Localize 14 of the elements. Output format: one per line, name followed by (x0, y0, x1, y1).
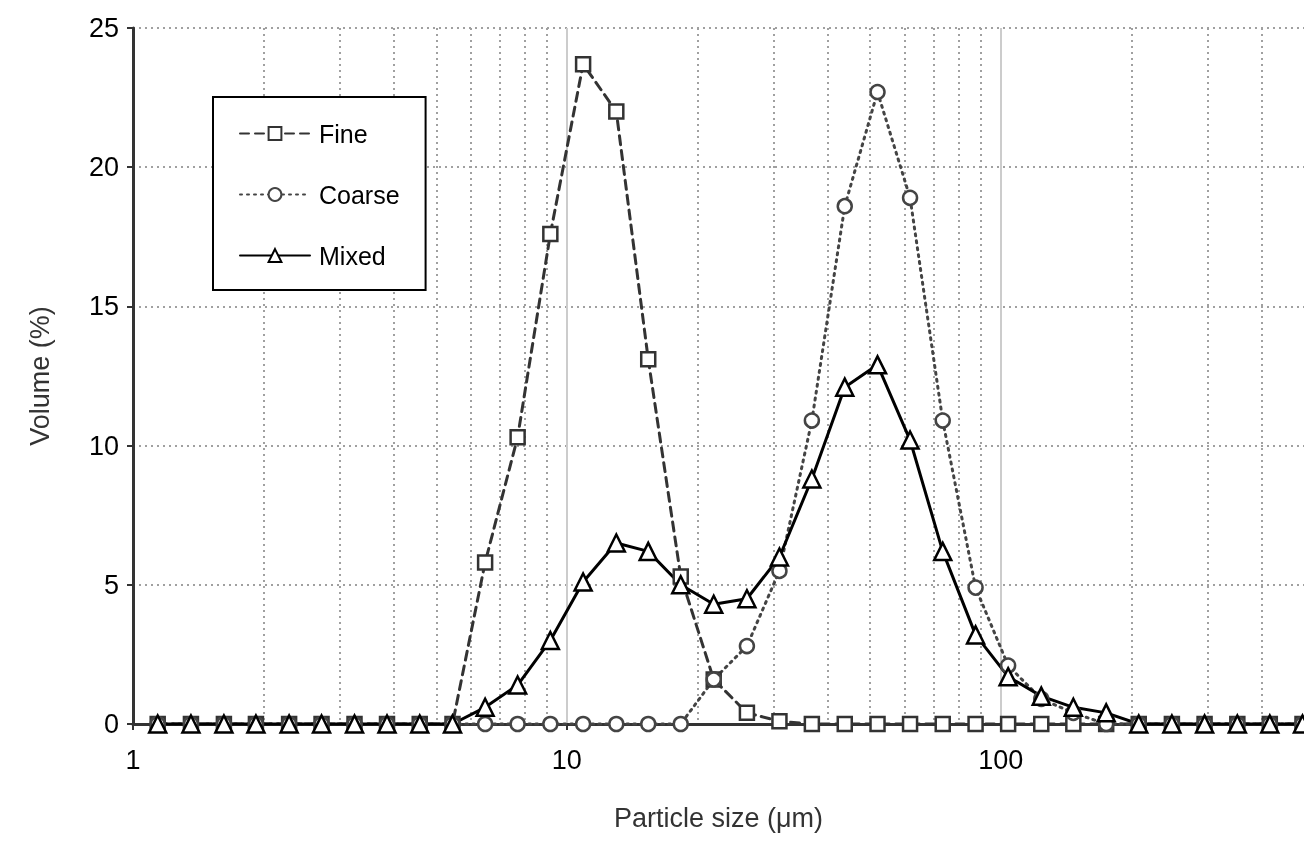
legend-label: Mixed (319, 241, 386, 270)
y-tick-label: 0 (103, 709, 119, 739)
legend-label: Coarse (319, 180, 400, 209)
x-tick-label: 100 (978, 744, 1024, 775)
y-tick-label: 10 (88, 430, 119, 461)
y-tick-label: 20 (88, 152, 119, 183)
y-axis-title: Volume (%) (24, 306, 55, 446)
y-tick-label: 5 (103, 569, 119, 600)
x-tick-label: 1 (125, 744, 141, 775)
y-tick-label: 15 (88, 291, 119, 322)
x-tick-label: 10 (551, 744, 582, 775)
legend-label: Fine (319, 119, 368, 148)
y-tick-label: 25 (88, 13, 119, 43)
x-axis-title: Particle size (μm) (613, 802, 824, 833)
